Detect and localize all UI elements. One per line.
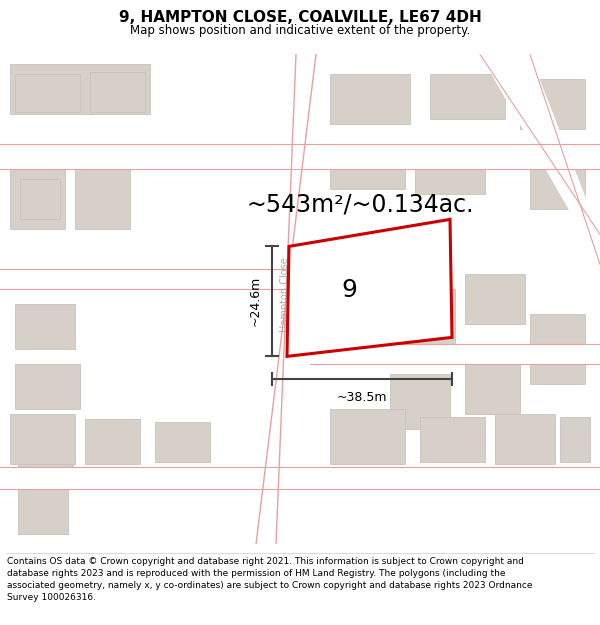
Text: 9: 9 — [341, 278, 358, 302]
Bar — [330, 409, 405, 464]
Bar — [75, 169, 130, 229]
Bar — [15, 364, 80, 409]
Polygon shape — [10, 64, 150, 114]
Bar — [465, 359, 520, 414]
Text: Contains OS data © Crown copyright and database right 2021. This information is : Contains OS data © Crown copyright and d… — [7, 557, 533, 601]
Bar — [10, 414, 75, 464]
Bar — [495, 414, 555, 464]
Bar — [0, 144, 600, 169]
Bar — [90, 72, 145, 112]
Polygon shape — [480, 54, 600, 264]
Bar — [330, 144, 405, 189]
Bar — [310, 344, 600, 364]
Text: ~543m²/~0.134ac.: ~543m²/~0.134ac. — [246, 192, 474, 216]
Bar — [520, 79, 585, 129]
Polygon shape — [287, 219, 452, 356]
Bar — [10, 169, 65, 229]
Bar — [330, 74, 410, 124]
Polygon shape — [256, 54, 316, 544]
Bar — [85, 419, 140, 464]
Bar — [390, 374, 450, 429]
Bar — [18, 424, 73, 474]
Bar — [0, 269, 290, 289]
Bar — [20, 179, 60, 219]
Bar — [530, 154, 585, 209]
Text: ~24.6m: ~24.6m — [249, 276, 262, 326]
Bar — [530, 314, 585, 384]
Bar — [415, 144, 485, 194]
Bar — [18, 489, 68, 534]
Bar — [420, 418, 485, 462]
Bar — [560, 418, 590, 462]
Bar — [390, 289, 455, 344]
Text: 9, HAMPTON CLOSE, COALVILLE, LE67 4DH: 9, HAMPTON CLOSE, COALVILLE, LE67 4DH — [119, 11, 481, 26]
Bar — [155, 422, 210, 462]
Bar — [15, 74, 80, 112]
Text: Hampton Close: Hampton Close — [280, 257, 290, 332]
Bar — [15, 304, 75, 349]
Bar — [430, 74, 505, 119]
Bar — [0, 468, 600, 489]
Text: ~38.5m: ~38.5m — [337, 391, 387, 404]
Text: Map shows position and indicative extent of the property.: Map shows position and indicative extent… — [130, 24, 470, 37]
Bar — [465, 274, 525, 324]
